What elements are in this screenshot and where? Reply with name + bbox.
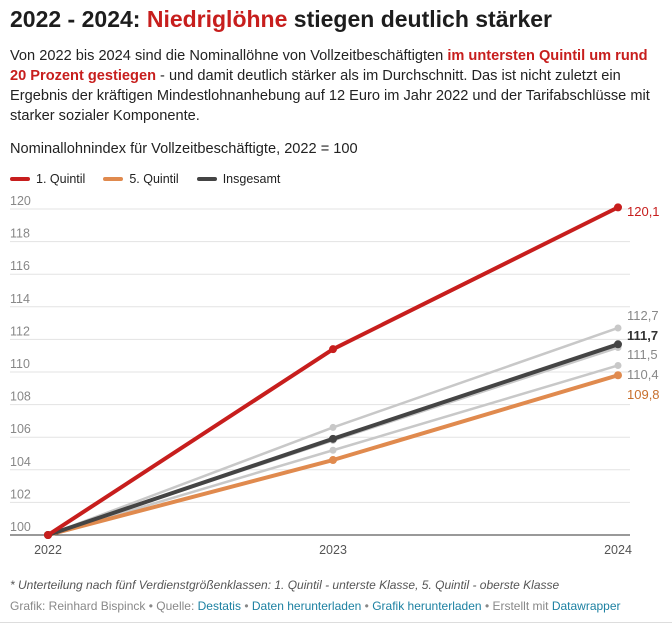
legend-swatch [196,177,217,181]
data-point [329,446,337,454]
separator: • [364,599,369,613]
data-point [614,371,622,380]
series-line [47,326,619,537]
end-value-label: 120,1 [627,204,660,219]
y-tick-label: 120 [10,194,31,208]
data-point [329,345,337,354]
y-tick-label: 102 [10,487,31,501]
data-point [614,361,622,369]
desc-highlight: im untersten Quintil um rund 20 Prozent … [10,48,648,84]
end-value-label: 112,7 [627,308,659,323]
title-highlight: Niedriglöhne [146,6,288,32]
end-value-label: 109,8 [627,387,660,402]
y-tick-label: 104 [10,455,31,469]
title-rest: stiegen deutlich stärker [293,6,552,32]
source-link[interactable]: Destatis [197,599,241,613]
legend-label: 1. Quintil [36,172,86,186]
series-line [47,373,619,537]
legend-item-total: Insgesamt [196,172,281,186]
legend: 1. Quintil 5. Quintil Insgesamt [10,172,280,186]
y-tick-label: 118 [10,227,30,241]
download-chart-link[interactable]: Grafik herunterladen [372,599,482,613]
desc-part1: Von 2022 bis 2024 sind die Nominallöhne … [10,48,444,64]
data-point [614,340,622,349]
page-title: 2022 - 2024: Niedriglöhne stiegen deutli… [10,6,552,33]
datawrapper-link[interactable]: Datawrapper [551,599,621,613]
y-tick-label: 106 [10,422,31,436]
end-value-label: 111,7 [627,328,658,343]
y-tick-label: 116 [10,259,30,273]
data-point [329,456,337,465]
x-tick-label: 2023 [319,543,347,557]
legend-swatch [103,177,124,181]
legend-label: 5. Quintil [129,172,179,186]
legend-label: Insgesamt [222,172,281,186]
end-value-label: 111,5 [627,347,658,362]
y-tick-label: 100 [10,520,31,534]
chart-subtitle: Nominallohnindex für Vollzeitbeschäftigt… [10,141,358,157]
separator: • [244,599,249,613]
x-tick-label: 2024 [604,543,632,557]
divider [0,622,672,623]
legend-item-q5: 5. Quintil [103,172,179,186]
data-point [44,531,52,539]
data-point [329,423,337,431]
y-tick-label: 110 [10,357,30,371]
y-tick-label: 112 [10,324,30,338]
made-with: • Erstellt mit [484,599,549,613]
data-point [614,324,622,332]
y-tick-label: 114 [10,292,30,306]
data-point [614,203,622,212]
y-tick-label: 108 [10,390,31,404]
download-data-link[interactable]: Daten herunterladen [251,599,362,613]
legend-item-q1: 1. Quintil [10,172,85,186]
credits: Grafik: Reinhard Bispinck • Quelle: Dest… [10,599,621,613]
title-years: 2022 - 2024: [10,6,141,32]
end-value-label: 110,4 [627,367,659,382]
footnote: * Unterteilung nach fünf Verdienstgrößen… [10,578,560,592]
x-tick-label: 2022 [34,543,62,557]
legend-swatch [10,177,30,181]
data-point [329,434,337,443]
credit-prefix: Grafik: Reinhard Bispinck • Quelle: [10,599,195,613]
description: Von 2022 bis 2024 sind die Nominallöhne … [10,46,660,126]
desc-part2: - und damit deutlich stärker als im Durc… [10,68,650,124]
